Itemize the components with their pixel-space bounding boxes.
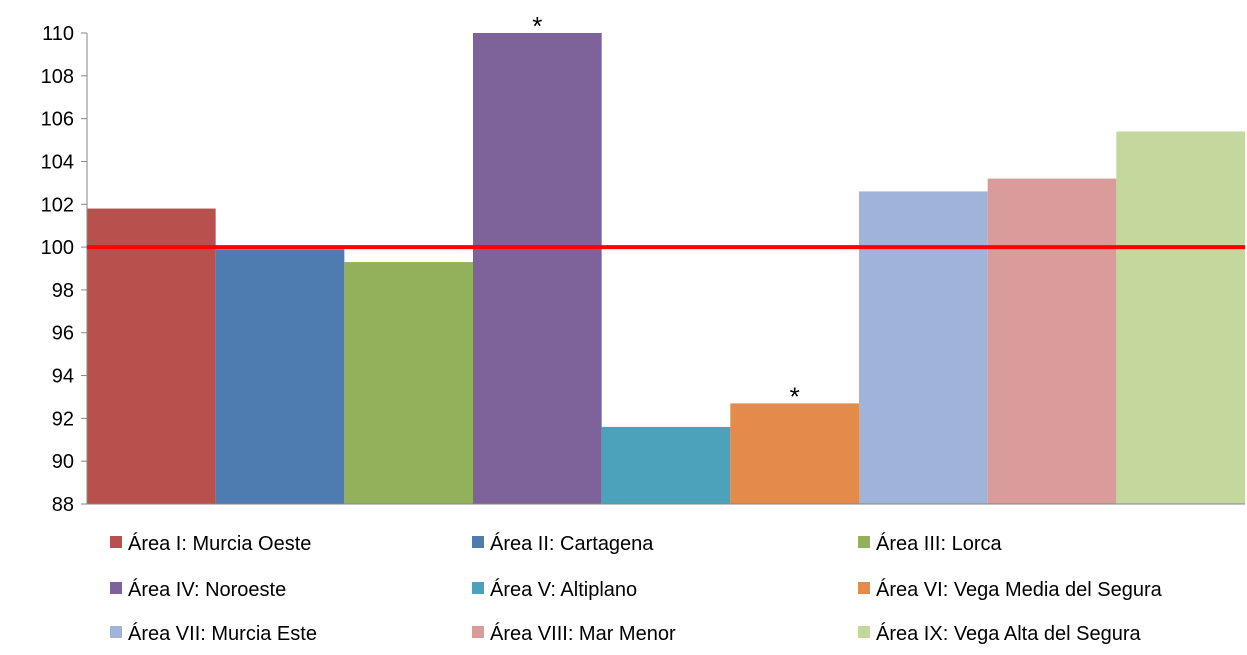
bar <box>601 426 731 504</box>
y-tick-label: 94 <box>52 366 74 388</box>
bar <box>473 33 602 504</box>
y-tick-label: 90 <box>52 451 74 473</box>
legend-label: Área IX: Vega Alta del Segura <box>876 622 1142 645</box>
y-tick-label: 98 <box>52 280 74 302</box>
bar <box>87 208 216 505</box>
significance-marker: * <box>790 381 800 411</box>
legend-swatch <box>858 582 870 594</box>
y-tick-label: 96 <box>52 323 74 345</box>
legend-swatch <box>472 536 484 548</box>
legend-swatch <box>110 626 122 638</box>
bar <box>344 262 473 504</box>
legend-label: Área VIII: Mar Menor <box>490 622 676 645</box>
legend-swatch <box>472 626 484 638</box>
bar <box>987 178 1117 504</box>
significance-marker: * <box>532 11 542 41</box>
legend-label: Área III: Lorca <box>876 532 1002 555</box>
legend-swatch <box>110 582 122 594</box>
legend-label: Área IV: Noroeste <box>128 578 286 601</box>
legend-label: Área VI: Vega Media del Segura <box>876 578 1163 601</box>
y-tick-label: 102 <box>41 194 74 216</box>
plot-area: * * 88 90 92 94 96 98 100 102 104 106 108 110 <box>41 11 1245 516</box>
legend-swatch <box>472 582 484 594</box>
bar <box>859 191 988 504</box>
legend-swatch <box>858 536 870 548</box>
legend-label: Área I: Murcia Oeste <box>128 532 311 555</box>
y-tick-label: 110 <box>42 23 74 45</box>
legend: Área I: Murcia Oeste Área II: Cartagena Ár… <box>110 532 1163 645</box>
legend-swatch <box>110 536 122 548</box>
y-tick-label: 108 <box>41 66 74 88</box>
legend-label: Área V: Altiplano <box>490 578 637 601</box>
y-tick-label: 104 <box>41 151 74 173</box>
legend-swatch <box>858 626 870 638</box>
bar <box>1116 131 1245 505</box>
y-tick-label: 92 <box>52 408 74 430</box>
legend-label: Área VII: Murcia Este <box>128 622 317 645</box>
y-tick-label: 100 <box>41 237 74 259</box>
legend-label: Área II: Cartagena <box>490 532 654 555</box>
y-tick-label: 106 <box>41 109 74 131</box>
y-tick-label: 88 <box>52 494 74 516</box>
bar <box>730 403 859 504</box>
bar <box>215 249 345 504</box>
